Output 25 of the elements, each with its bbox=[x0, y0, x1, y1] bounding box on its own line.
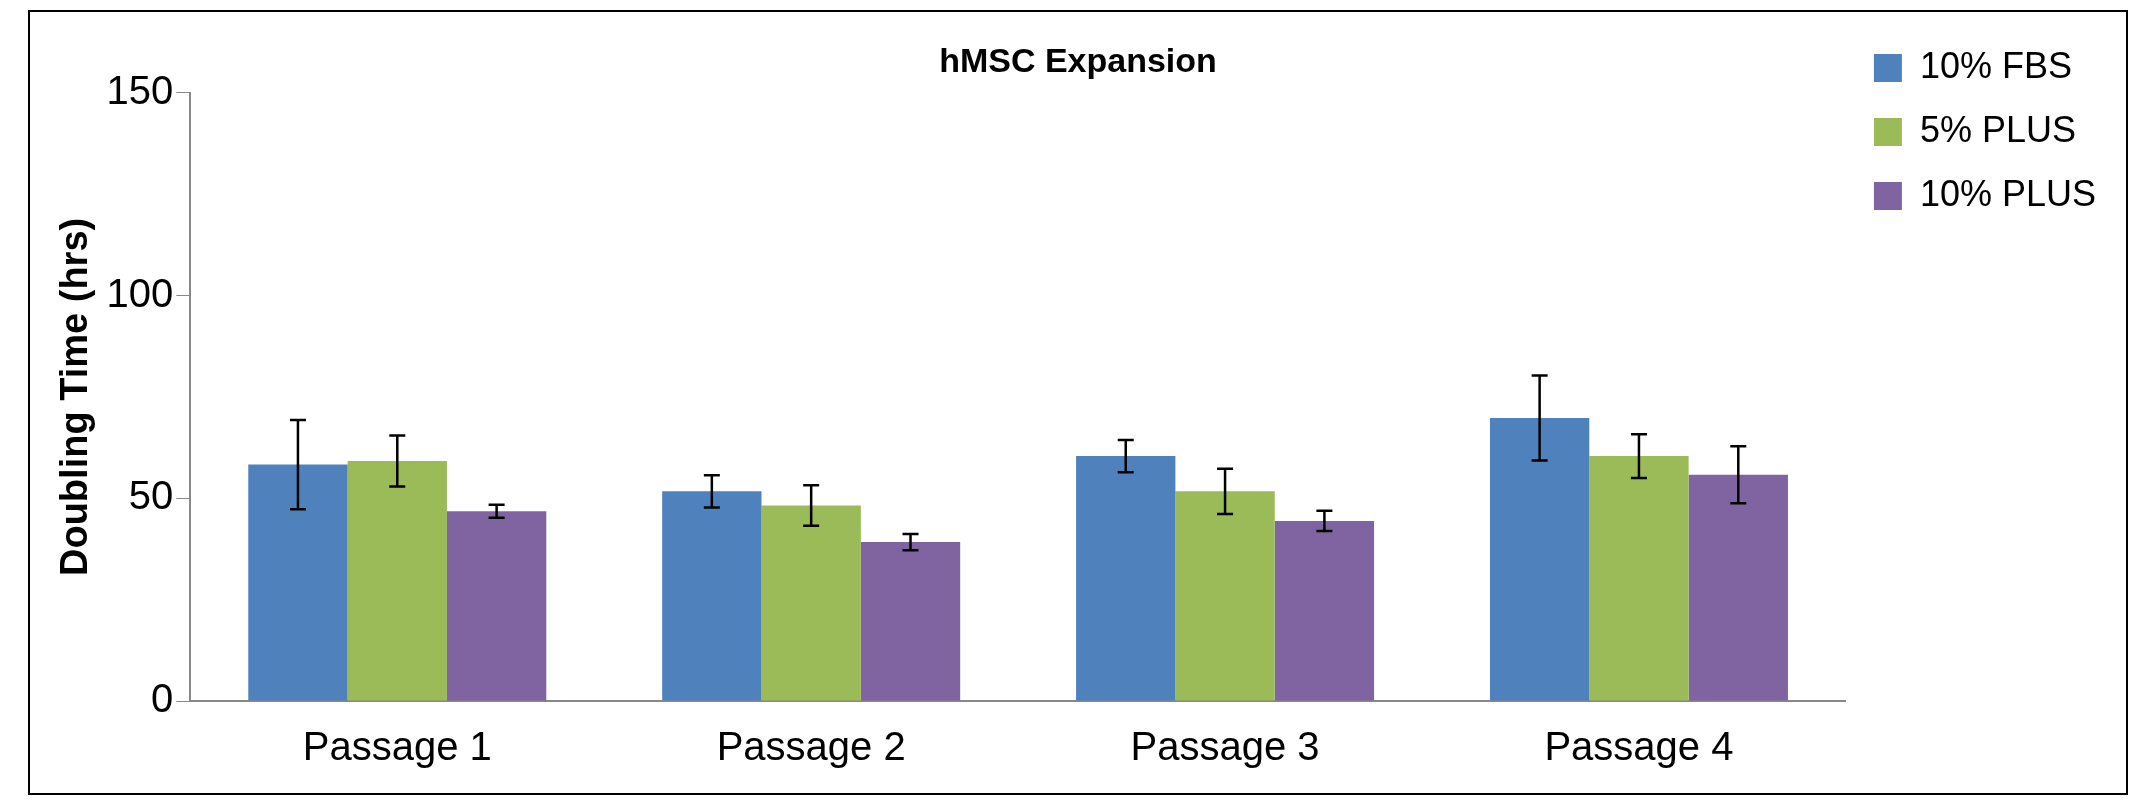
bar bbox=[662, 491, 762, 701]
x-tick-label: Passage 4 bbox=[1544, 724, 1734, 769]
x-tick-label: Passage 3 bbox=[1130, 724, 1320, 769]
x-tick-label: Passage 1 bbox=[302, 724, 492, 769]
legend-label: 5% PLUS bbox=[1919, 108, 2076, 150]
legend-label: 10% PLUS bbox=[1919, 172, 2097, 214]
bar bbox=[860, 542, 961, 701]
y-axis-title: Doubling Time (hrs) bbox=[53, 217, 96, 576]
bar bbox=[248, 464, 348, 701]
bar bbox=[446, 511, 547, 701]
bar bbox=[1489, 417, 1590, 701]
bar bbox=[1589, 456, 1689, 701]
y-tick-label: 150 bbox=[106, 67, 174, 112]
y-tick-label: 0 bbox=[151, 676, 174, 721]
bar bbox=[1076, 456, 1176, 701]
bar bbox=[1688, 474, 1788, 701]
bar bbox=[761, 505, 861, 701]
chart-title: hMSC Expansion bbox=[939, 40, 1217, 79]
bar bbox=[347, 460, 447, 701]
y-tick-label: 50 bbox=[128, 473, 174, 518]
bar bbox=[1274, 520, 1375, 701]
x-tick-label: Passage 2 bbox=[716, 724, 906, 769]
bar bbox=[1175, 491, 1275, 701]
legend-label: 10% FBS bbox=[1919, 44, 2072, 86]
y-tick-label: 100 bbox=[106, 270, 174, 315]
